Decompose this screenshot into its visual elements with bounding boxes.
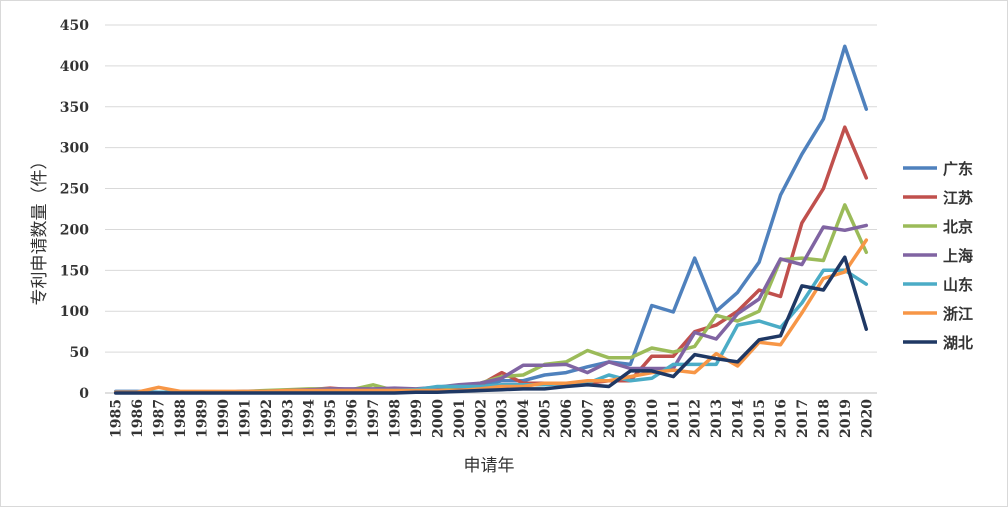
legend-label: 江苏 — [943, 189, 973, 207]
y-tick-label: 100 — [60, 304, 89, 320]
y-axis-title: 专利申请数量（件） — [30, 153, 50, 306]
series-line-4 — [116, 225, 867, 392]
series-line-1 — [116, 46, 867, 392]
x-tick-label: 1987 — [152, 399, 168, 438]
x-tick-label: 1996 — [345, 399, 361, 438]
x-tick-label: 2003 — [495, 399, 511, 438]
series-line-7 — [116, 257, 867, 393]
legend-label: 浙江 — [943, 305, 973, 323]
x-tick-label: 2009 — [623, 399, 639, 438]
y-tick-label: 50 — [70, 345, 90, 361]
x-tick-label: 1995 — [323, 399, 339, 438]
y-tick-label: 150 — [60, 263, 89, 279]
x-tick-label: 2010 — [645, 399, 661, 438]
legend-label: 上海 — [943, 247, 973, 265]
x-tick-label: 1985 — [109, 399, 125, 438]
y-tick-label: 0 — [79, 386, 89, 402]
y-tick-label: 400 — [60, 59, 89, 75]
x-tick-label: 1989 — [195, 399, 211, 438]
y-tick-label: 200 — [60, 222, 89, 238]
x-tick-label: 2017 — [795, 399, 811, 438]
x-tick-label: 2000 — [430, 399, 446, 438]
x-tick-label: 1993 — [280, 399, 296, 438]
x-tick-label: 1991 — [237, 399, 253, 438]
x-tick-label: 2013 — [709, 399, 725, 438]
y-tick-label: 300 — [60, 141, 89, 157]
x-tick-label: 2011 — [666, 399, 682, 438]
legend-label: 广东 — [943, 160, 973, 178]
x-axis-title: 申请年 — [464, 456, 515, 476]
y-tick-labels: 0 50 100 150 200 250 300 350 400 450 — [60, 18, 89, 402]
x-tick-label: 2005 — [538, 399, 554, 438]
series-line-5 — [116, 270, 867, 392]
legend-label: 湖北 — [943, 334, 973, 352]
x-tick-label: 2020 — [859, 399, 875, 438]
series-line-3 — [116, 205, 867, 392]
x-tick-label: 2019 — [838, 399, 854, 438]
x-tick-label: 2012 — [688, 399, 704, 438]
x-tick-label: 2018 — [816, 399, 832, 438]
x-tick-label: 1986 — [130, 399, 146, 438]
x-tick-label: 2014 — [731, 399, 747, 438]
x-tick-label: 1988 — [173, 399, 189, 438]
x-tick-label: 2007 — [581, 399, 597, 438]
y-tick-label: 350 — [60, 100, 89, 116]
x-tick-label: 1997 — [366, 399, 382, 438]
y-tick-label: 450 — [60, 18, 89, 34]
legend-label: 山东 — [943, 276, 973, 294]
legend: 广东江苏北京上海山东浙江湖北 — [903, 160, 973, 352]
series-line-6 — [116, 240, 867, 392]
x-tick-label: 1998 — [388, 399, 404, 438]
x-tick-label: 2001 — [452, 399, 468, 438]
x-tick-label: 1992 — [259, 399, 275, 438]
x-tick-label: 2004 — [516, 399, 532, 438]
x-tick-label: 2015 — [752, 399, 768, 438]
x-tick-label: 1990 — [216, 399, 232, 438]
series-lines — [116, 46, 867, 393]
legend-label: 北京 — [943, 218, 973, 236]
x-tick-label: 2006 — [559, 399, 575, 438]
x-tick-labels: 1985 1986 1987 1988 1989 1990 1991 1992 1993 1994… — [109, 399, 876, 438]
x-tick-label: 2016 — [774, 399, 790, 438]
x-tick-label: 1994 — [302, 399, 318, 438]
x-tick-label: 2008 — [602, 399, 618, 438]
y-tick-label: 250 — [60, 182, 89, 198]
x-tick-label: 1999 — [409, 399, 425, 438]
x-tick-label: 2002 — [473, 399, 489, 438]
